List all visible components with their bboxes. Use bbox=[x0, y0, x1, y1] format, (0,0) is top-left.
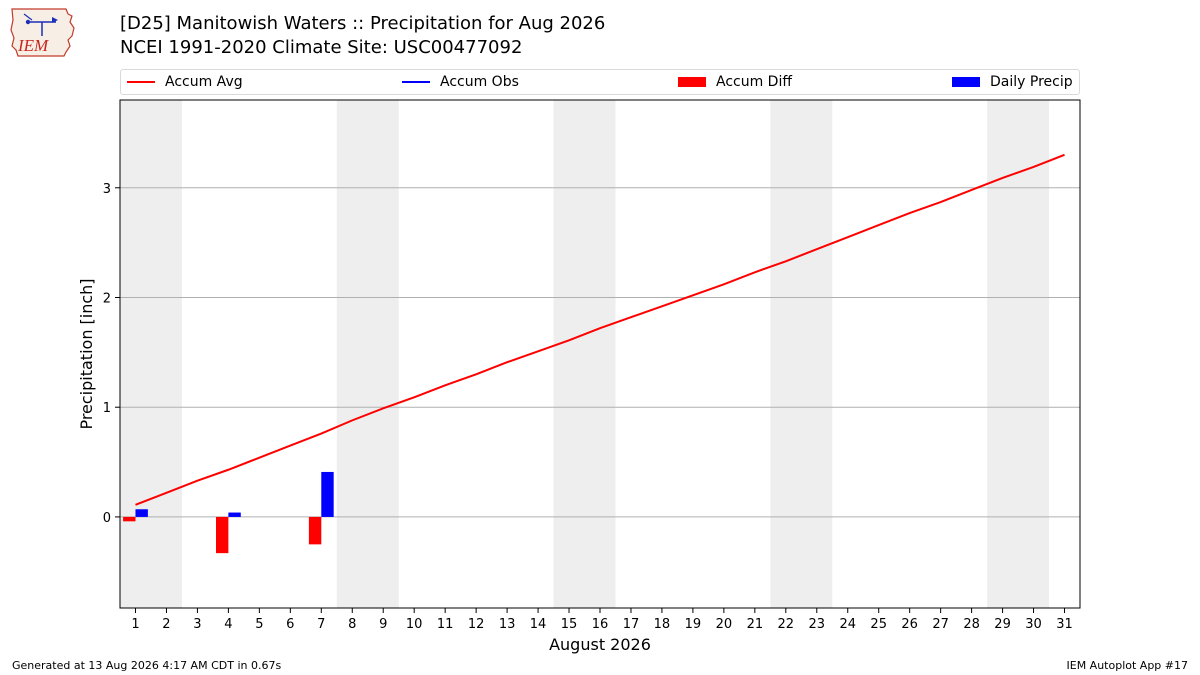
x-tick-label: 12 bbox=[468, 617, 485, 632]
chart-title: [D25] Manitowish Waters :: Precipitation… bbox=[120, 13, 606, 34]
daily-precip-bar bbox=[321, 471, 334, 517]
x-tick-label: 21 bbox=[747, 617, 764, 632]
legend-label: Accum Avg bbox=[165, 74, 243, 90]
x-tick-label: 27 bbox=[932, 617, 949, 632]
x-tick-label: 29 bbox=[994, 617, 1011, 632]
x-tick-label: 24 bbox=[839, 617, 856, 632]
legend-label: Accum Diff bbox=[716, 74, 793, 90]
chart-subtitle: NCEI 1991-2020 Climate Site: USC00477092 bbox=[120, 37, 523, 58]
x-tick-label: 1 bbox=[131, 617, 139, 632]
legend-item-daily-precip: Daily Precip bbox=[952, 73, 1073, 91]
daily-precip-bar bbox=[228, 512, 241, 517]
footer-generated: Generated at 13 Aug 2026 4:17 AM CDT in … bbox=[12, 659, 282, 672]
x-tick-label: 22 bbox=[778, 617, 795, 632]
chart-legend: Accum Avg Accum Obs Accum Diff Daily Pre… bbox=[120, 69, 1080, 95]
y-tick-label: 0 bbox=[103, 511, 111, 526]
x-tick-label: 18 bbox=[654, 617, 671, 632]
weekend-band bbox=[553, 100, 616, 608]
x-tick-label: 14 bbox=[530, 617, 547, 632]
x-tick-label: 6 bbox=[286, 617, 294, 632]
weekend-band bbox=[770, 100, 833, 608]
accum-diff-bar bbox=[216, 516, 229, 554]
legend-swatch bbox=[127, 81, 155, 83]
x-tick-label: 4 bbox=[224, 617, 232, 632]
x-tick-label: 25 bbox=[870, 617, 887, 632]
x-tick-label: 31 bbox=[1056, 617, 1073, 632]
x-tick-label: 19 bbox=[685, 617, 702, 632]
legend-item-accum-obs: Accum Obs bbox=[402, 73, 519, 91]
x-tick-label: 16 bbox=[592, 617, 609, 632]
x-tick-label: 15 bbox=[561, 617, 578, 632]
y-tick-label: 2 bbox=[103, 291, 111, 306]
legend-swatch bbox=[952, 77, 980, 87]
legend-label: Daily Precip bbox=[990, 74, 1073, 90]
accum-diff-bar bbox=[123, 516, 136, 522]
x-tick-label: 5 bbox=[255, 617, 263, 632]
accum-diff-bar bbox=[308, 516, 322, 545]
x-tick-label: 11 bbox=[437, 617, 454, 632]
x-tick-label: 13 bbox=[499, 617, 516, 632]
x-tick-label: 30 bbox=[1025, 617, 1042, 632]
x-axis-label: August 2026 bbox=[549, 635, 651, 654]
x-tick-label: 7 bbox=[317, 617, 325, 632]
x-tick-label: 9 bbox=[379, 617, 387, 632]
x-tick-label: 17 bbox=[623, 617, 640, 632]
legend-item-accum-avg: Accum Avg bbox=[127, 73, 243, 91]
x-tick-label: 8 bbox=[348, 617, 356, 632]
iem-logo: IEM bbox=[8, 6, 80, 58]
weekend-band bbox=[336, 100, 399, 608]
x-tick-label: 2 bbox=[162, 617, 170, 632]
logo-text: IEM bbox=[17, 36, 49, 55]
y-axis-label: Precipitation [inch] bbox=[77, 278, 96, 429]
x-tick-label: 23 bbox=[809, 617, 826, 632]
legend-item-accum-diff: Accum Diff bbox=[678, 73, 792, 91]
legend-label: Accum Obs bbox=[440, 74, 519, 90]
footer-app: IEM Autoplot App #17 bbox=[1066, 659, 1189, 672]
accum-avg-line bbox=[135, 153, 1065, 506]
x-tick-label: 28 bbox=[963, 617, 980, 632]
x-tick-label: 10 bbox=[406, 617, 423, 632]
x-tick-label: 3 bbox=[193, 617, 201, 632]
legend-swatch bbox=[678, 77, 706, 87]
x-tick-label: 20 bbox=[716, 617, 733, 632]
y-tick-label: 3 bbox=[103, 182, 111, 197]
y-tick-label: 1 bbox=[103, 401, 111, 416]
legend-swatch bbox=[402, 81, 430, 83]
weekend-band bbox=[120, 100, 182, 608]
daily-precip-bar bbox=[135, 509, 148, 517]
weekend-band bbox=[987, 100, 1050, 608]
x-tick-label: 26 bbox=[901, 617, 918, 632]
